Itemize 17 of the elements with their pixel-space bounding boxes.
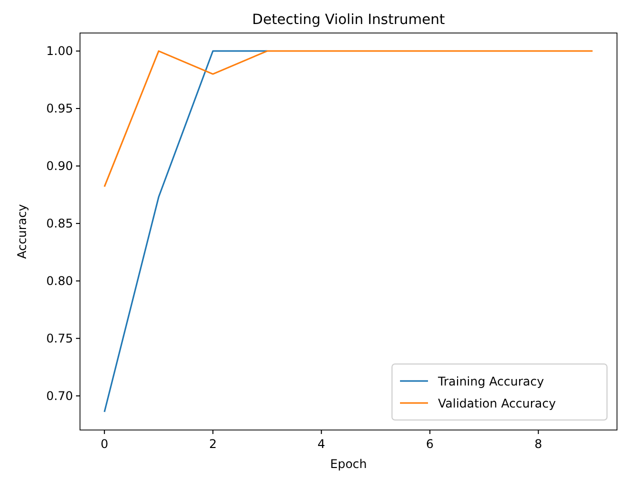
y-tick-label: 0.95 xyxy=(46,102,73,116)
y-tick-label: 0.80 xyxy=(46,274,73,288)
legend-label: Training Accuracy xyxy=(437,374,544,388)
y-tick-label: 0.85 xyxy=(46,216,73,230)
y-axis-title: Accuracy xyxy=(15,204,29,259)
x-tick-label: 2 xyxy=(209,437,217,451)
x-tick-label: 8 xyxy=(534,437,542,451)
y-tick-label: 1.00 xyxy=(46,44,73,58)
x-tick-label: 6 xyxy=(426,437,434,451)
x-tick-label: 0 xyxy=(100,437,108,451)
y-tick-label: 0.75 xyxy=(46,331,73,346)
x-tick-label: 4 xyxy=(318,437,326,451)
chart-title: Detecting Violin Instrument xyxy=(252,12,446,28)
legend-label: Validation Accuracy xyxy=(438,396,556,410)
y-tick-label: 0.70 xyxy=(46,388,73,403)
x-axis-title: Epoch xyxy=(330,457,367,471)
y-tick-label: 0.90 xyxy=(46,158,73,173)
